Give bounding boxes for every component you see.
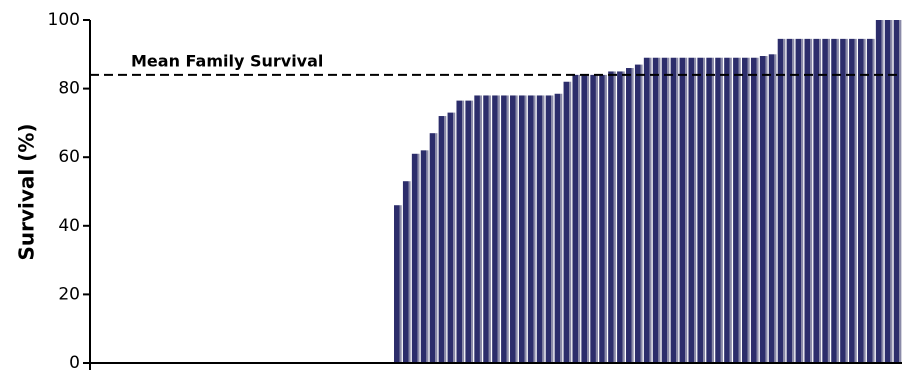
bar — [590, 74, 598, 363]
bar — [608, 71, 616, 363]
y-tick-label: 100 — [48, 10, 80, 30]
bar — [768, 54, 777, 364]
bar — [617, 71, 625, 363]
bar — [465, 100, 474, 363]
bar — [679, 57, 688, 363]
bar — [840, 38, 848, 364]
bar — [804, 38, 813, 364]
bar — [786, 38, 795, 364]
bar — [858, 38, 866, 364]
bar — [849, 38, 857, 364]
bar — [866, 38, 875, 364]
bar — [652, 57, 661, 363]
bar — [742, 57, 750, 363]
bar — [688, 57, 697, 363]
bar — [831, 38, 839, 364]
y-tick-label: 20 — [58, 284, 80, 304]
bar — [563, 81, 572, 364]
bar — [527, 95, 536, 364]
bar — [581, 74, 590, 363]
mean-line-label: Mean Family Survival — [131, 51, 323, 70]
y-axis-title: Survival (%) — [15, 123, 39, 260]
bar — [626, 68, 634, 364]
bar — [733, 57, 741, 363]
y-tick-label: 0 — [69, 353, 80, 371]
bar — [724, 57, 732, 363]
bar — [777, 38, 786, 364]
y-tick-label: 80 — [58, 79, 80, 99]
bar — [875, 20, 884, 363]
bar — [706, 57, 714, 363]
bar — [795, 38, 804, 364]
bar — [572, 74, 581, 363]
bar — [411, 153, 420, 363]
bar — [438, 116, 447, 363]
bar — [813, 38, 822, 364]
bar — [429, 133, 438, 363]
bar — [394, 205, 402, 363]
bar — [518, 95, 527, 364]
y-tick-label: 60 — [58, 147, 80, 167]
bar — [554, 93, 563, 364]
bar — [545, 95, 554, 364]
bar — [492, 95, 500, 364]
bar — [893, 20, 902, 363]
bar — [670, 57, 679, 363]
bar — [750, 57, 759, 363]
bar — [474, 95, 482, 364]
bar — [501, 95, 509, 364]
bar — [634, 64, 643, 363]
bar — [661, 57, 670, 363]
bar — [643, 57, 652, 363]
bar — [884, 20, 893, 363]
bar — [536, 95, 545, 364]
bar — [456, 100, 465, 363]
bar — [447, 112, 456, 363]
bar — [402, 181, 411, 363]
bar — [715, 57, 723, 363]
bar — [599, 74, 607, 363]
bar — [697, 57, 706, 363]
y-tick-label: 40 — [58, 216, 80, 236]
bar — [420, 150, 429, 363]
bar — [822, 38, 830, 364]
bar — [510, 95, 518, 364]
bar — [759, 56, 768, 363]
bar — [483, 95, 491, 364]
